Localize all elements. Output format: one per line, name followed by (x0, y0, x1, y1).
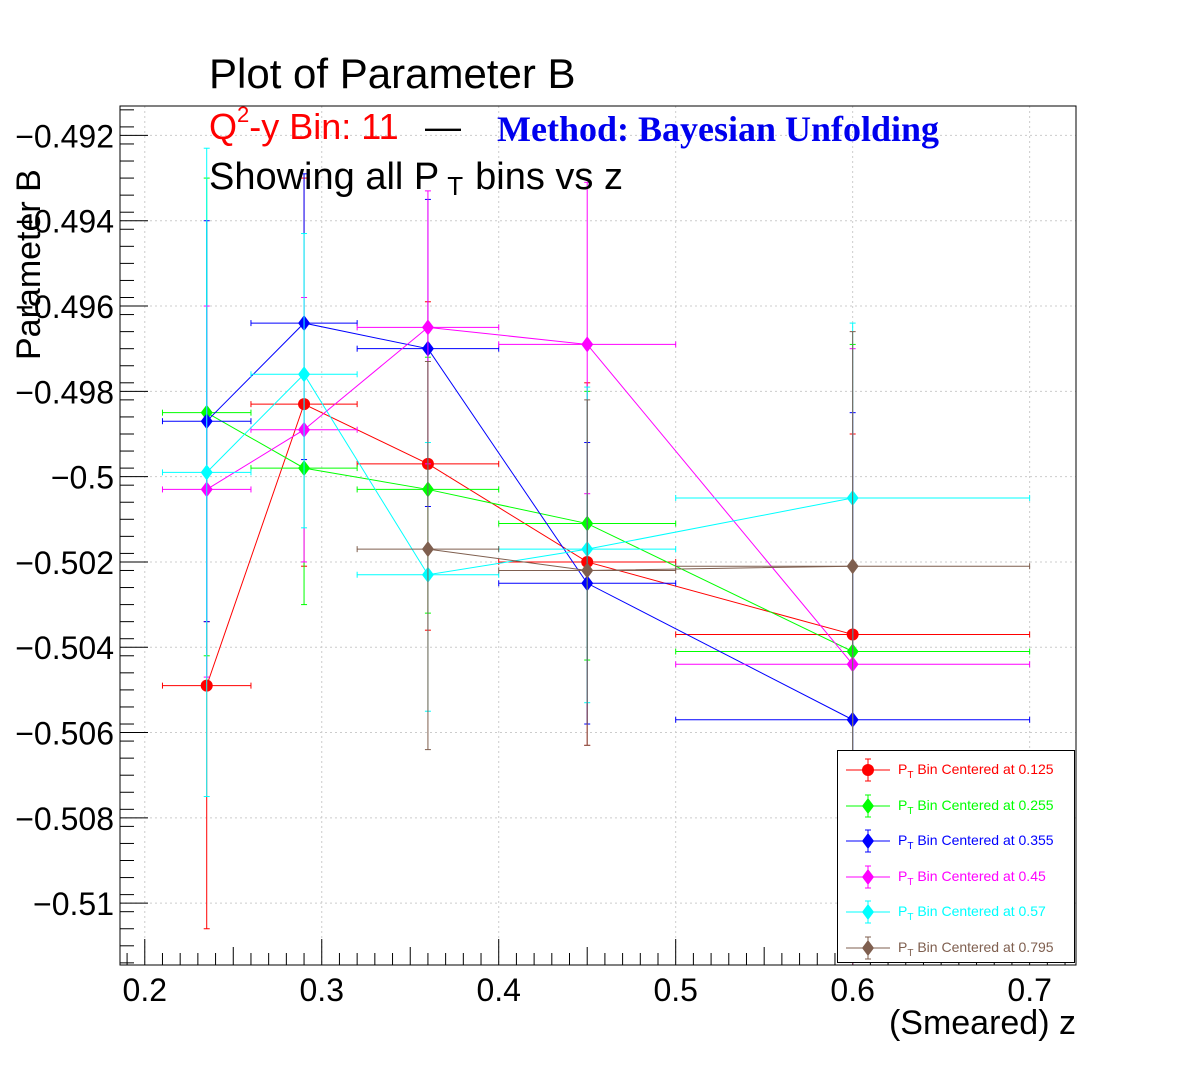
legend-label-name: Bin Centered at 0.45 (913, 867, 1046, 884)
legend-label: PT Bin Centered at 0.125 (898, 761, 1054, 781)
legend-label: PT Bin Centered at 0.57 (898, 903, 1046, 923)
data-point (200, 464, 213, 481)
legend-label-name: Bin Centered at 0.795 (913, 938, 1054, 955)
legend-label-prefix: P (898, 832, 908, 848)
showing-prefix: Showing all P (209, 156, 440, 198)
legend-item: PT Bin Centered at 0.255 (838, 791, 1074, 821)
y-tick-label: −0.496 (15, 289, 114, 325)
legend-marker (846, 936, 890, 959)
y-tick-label: −0.51 (33, 886, 114, 922)
legend-label-name: Bin Centered at 0.355 (913, 832, 1054, 848)
y-tick-label: −0.502 (15, 545, 114, 581)
legend-marker (846, 794, 890, 817)
legend-point (862, 797, 874, 814)
x-tick-label: 0.4 (476, 972, 520, 1008)
title-dash: — (425, 106, 461, 147)
showing-suffix: bins vs z (475, 156, 623, 198)
legend-label-name: Bin Centered at 0.255 (913, 796, 1054, 813)
plot-frame (119, 105, 1077, 966)
legend-label: PT Bin Centered at 0.355 (898, 832, 1054, 852)
legend-item: PT Bin Centered at 0.125 (838, 755, 1074, 785)
legend-item: PT Bin Centered at 0.795 (838, 933, 1074, 963)
series-line (427, 548, 853, 571)
legend-point (862, 939, 874, 956)
y-tick-label: −0.5 (51, 460, 114, 496)
legend-marker (846, 900, 890, 924)
legend-point (862, 833, 874, 849)
legend-item: PT Bin Centered at 0.45 (838, 862, 1074, 892)
legend-label: PT Bin Centered at 0.795 (898, 939, 1054, 959)
y-tick-label: −0.492 (15, 118, 114, 154)
legend-label-prefix: P (898, 796, 908, 813)
data-point (421, 319, 434, 336)
legend-label-name: Bin Centered at 0.57 (913, 903, 1046, 919)
legend-point (862, 764, 874, 776)
legend-label-prefix: P (898, 938, 908, 955)
data-point (421, 541, 434, 558)
series-5 (356, 331, 1031, 965)
legend-label: PT Bin Centered at 0.255 (898, 797, 1054, 817)
legend-label-sub: T (907, 769, 914, 781)
method-label: Method: Bayesian Unfolding (497, 109, 940, 149)
bin-label-prefix: Q (209, 106, 238, 147)
legend-label-name: Bin Centered at 0.125 (913, 761, 1054, 777)
x-tick-label: 0.3 (300, 972, 344, 1008)
data-point (298, 366, 311, 383)
x-tick-label: 0.6 (830, 972, 874, 1008)
legend-label-sub: T (907, 876, 914, 888)
x-tick-label: 0.5 (653, 972, 697, 1008)
data-point (846, 558, 859, 575)
data-point (581, 336, 594, 353)
legend-label-sub: T (907, 840, 914, 852)
legend-point (862, 868, 874, 885)
legend-marker (846, 829, 890, 853)
legend: PT Bin Centered at 0.125 PT Bin Centered … (837, 750, 1075, 963)
x-axis-label: (Smeared) z (888, 1004, 1076, 1042)
y-tick-label: −0.494 (15, 204, 114, 240)
axes: 0.2 0.3 0.4 0.5 0.6 0.7 −0.492 −0.494 −0.496 −0.4… (15, 109, 1066, 1008)
legend-label-sub: T (907, 911, 914, 923)
legend-item: PT Bin Centered at 0.355 (838, 826, 1074, 856)
legend-label-sub: T (907, 947, 914, 959)
y-tick-label: −0.504 (15, 630, 114, 666)
bin-label-suffix: -y Bin: 11 (249, 106, 399, 147)
x-tick-label: 0.2 (123, 972, 167, 1008)
legend-label-prefix: P (898, 761, 908, 777)
legend-label: PT Bin Centered at 0.45 (898, 868, 1046, 888)
legend-item: PT Bin Centered at 0.57 (838, 897, 1074, 927)
bin-label-sup: 2 (237, 102, 250, 127)
chart-title: Plot of Parameter B (209, 50, 576, 97)
y-tick-label: −0.498 (15, 374, 114, 410)
data-point (581, 562, 594, 579)
series-4 (161, 147, 1031, 819)
legend-label-prefix: P (898, 867, 908, 884)
legend-label-sub: T (907, 805, 914, 817)
legend-label-prefix: P (898, 903, 908, 919)
y-tick-label: −0.508 (15, 801, 114, 837)
legend-marker (846, 758, 890, 782)
bin-label: Q2-y Bin: 11 (209, 102, 399, 148)
legend-marker (846, 865, 890, 888)
legend-point (862, 904, 874, 920)
y-axis-label: Parameter B (10, 169, 48, 360)
showing-sub: T (447, 171, 464, 201)
x-tick-label: 0.7 (1007, 972, 1051, 1008)
y-tick-label: −0.506 (15, 716, 114, 752)
